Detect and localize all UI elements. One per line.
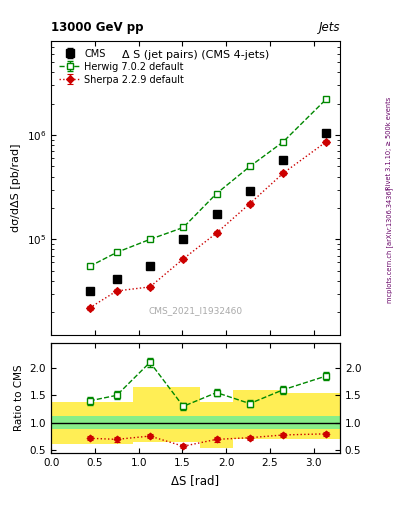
Text: CMS_2021_I1932460: CMS_2021_I1932460 [149, 306, 242, 315]
Y-axis label: Ratio to CMS: Ratio to CMS [14, 365, 24, 432]
Text: 13000 GeV pp: 13000 GeV pp [51, 20, 143, 34]
X-axis label: ΔS [rad]: ΔS [rad] [171, 474, 220, 486]
Text: mcplots.cern.ch [arXiv:1306.3436]: mcplots.cern.ch [arXiv:1306.3436] [386, 188, 393, 304]
Text: Jets: Jets [318, 20, 340, 34]
Legend: CMS, Herwig 7.0.2 default, Sherpa 2.2.9 default: CMS, Herwig 7.0.2 default, Sherpa 2.2.9 … [56, 46, 187, 88]
Text: Δ S (jet pairs) (CMS 4-jets): Δ S (jet pairs) (CMS 4-jets) [122, 50, 269, 60]
Y-axis label: dσ/dΔS [pb/rad]: dσ/dΔS [pb/rad] [11, 144, 21, 232]
Text: Rivet 3.1.10; ≥ 500k events: Rivet 3.1.10; ≥ 500k events [386, 97, 392, 190]
